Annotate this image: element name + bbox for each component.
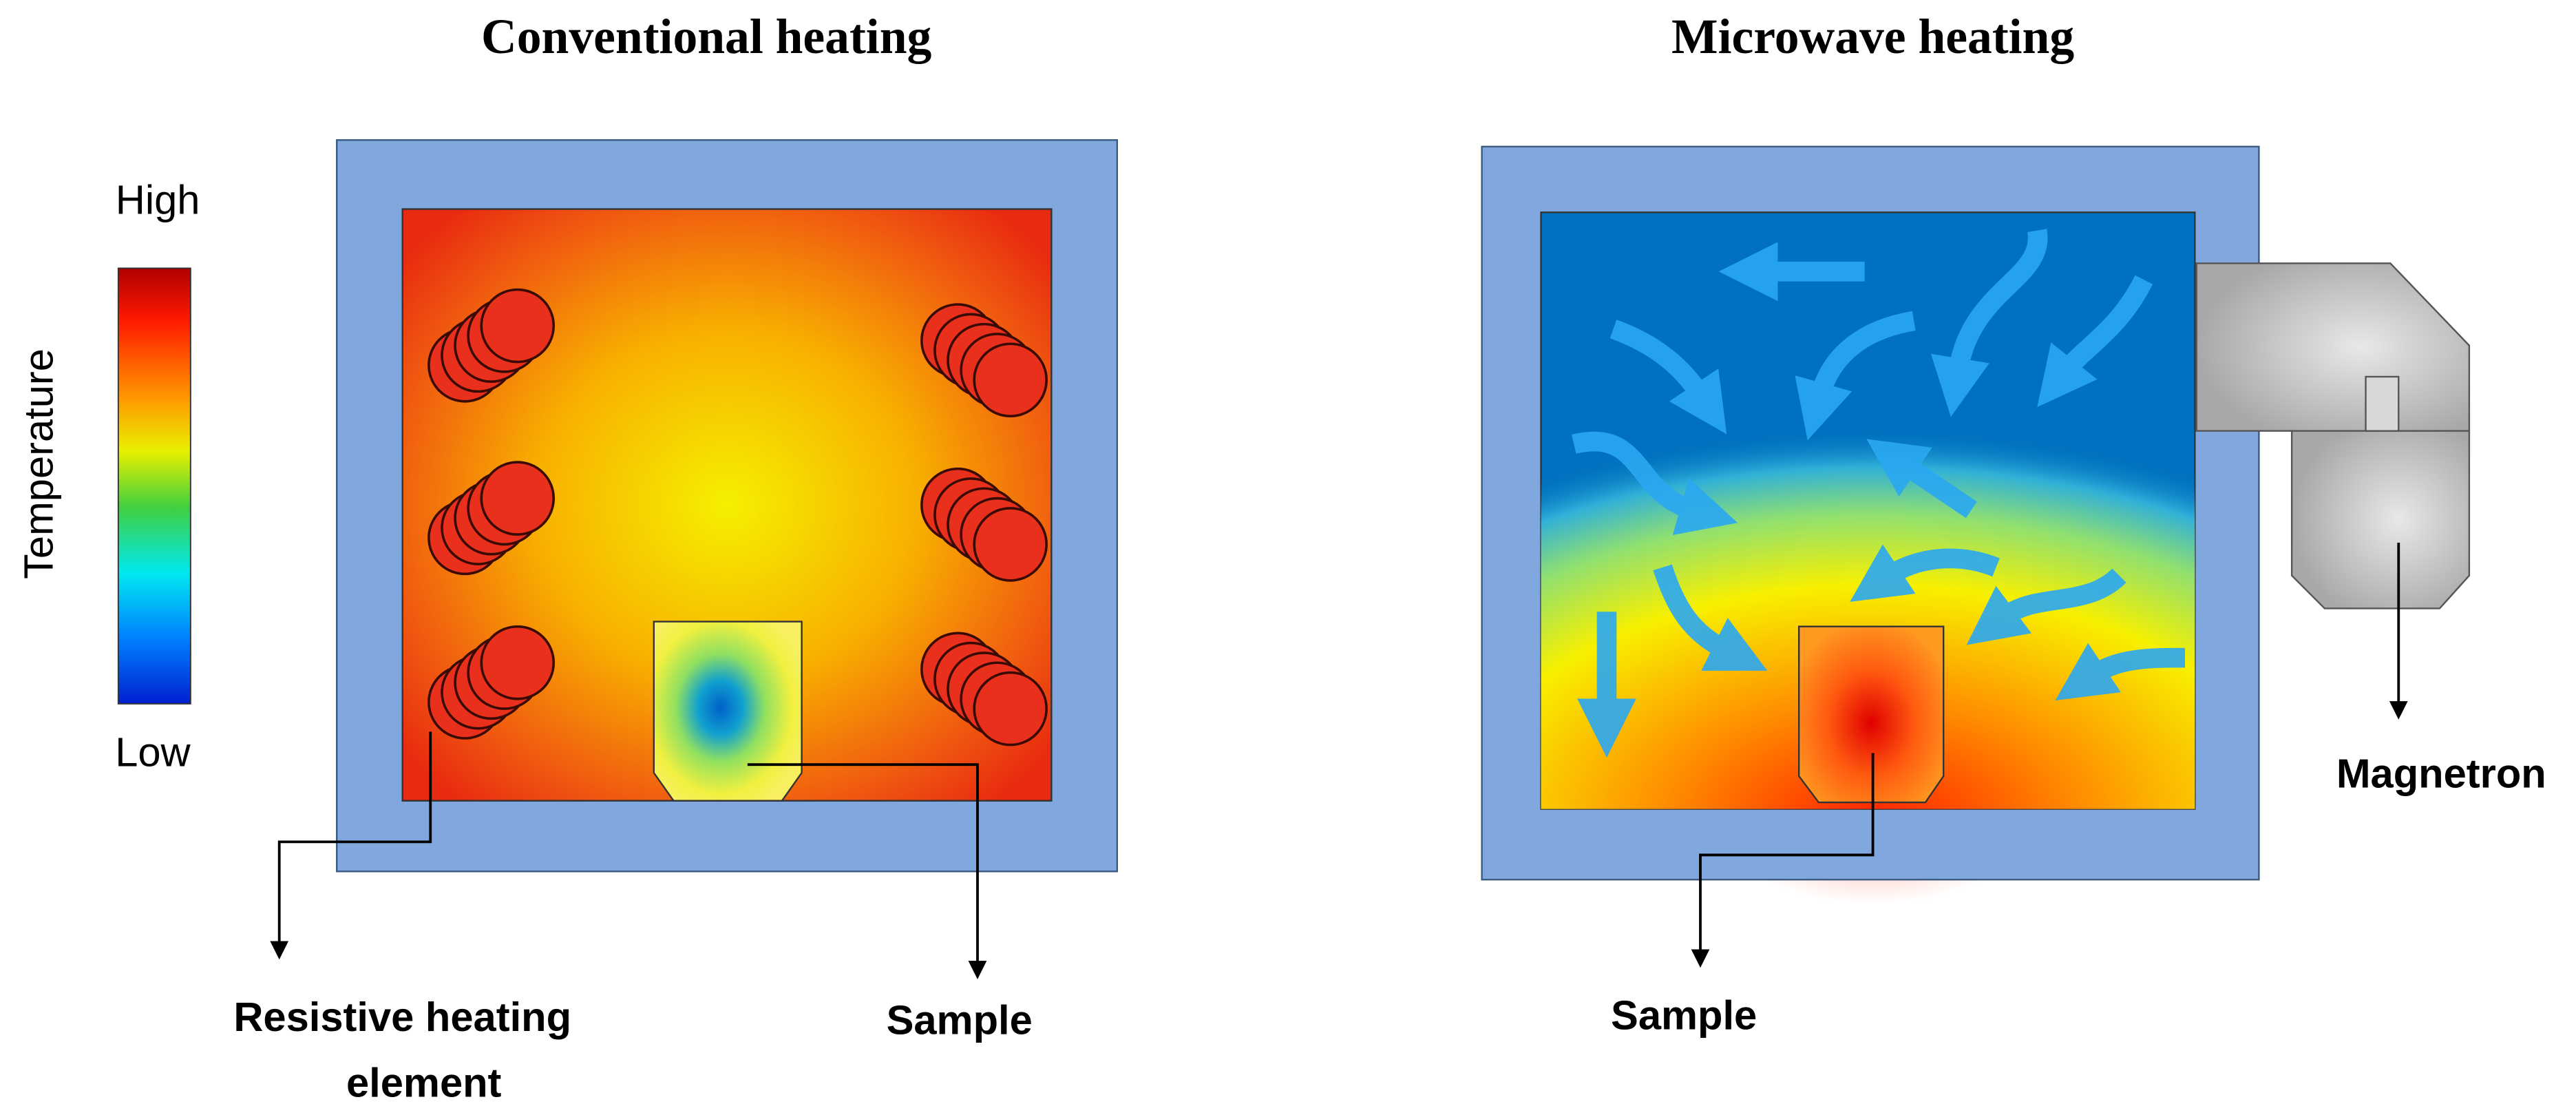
title: Conventional heating: [481, 10, 931, 64]
label: Sample: [887, 997, 1033, 1043]
magnetron: [2290, 430, 2471, 609]
sample: [653, 621, 803, 802]
legend-title: Temperature: [15, 348, 61, 579]
legend-low: Low: [115, 729, 191, 775]
microwave-arrows: [1571, 229, 2186, 758]
sample: [1798, 625, 1945, 804]
waveguide: [2365, 375, 2400, 432]
label: Magnetron: [2336, 751, 2546, 797]
color-bar: [117, 267, 191, 705]
label: Resistive heating: [233, 994, 571, 1040]
heating-coils: [427, 288, 1048, 747]
label: element: [346, 1059, 502, 1105]
leader-line: [270, 731, 432, 960]
title: Microwave heating: [1671, 10, 2074, 64]
leader-line: [747, 763, 987, 979]
leader-line: [1691, 753, 1875, 968]
magnetron: [2195, 262, 2471, 432]
label: Sample: [1611, 992, 1757, 1038]
legend-high: High: [116, 177, 200, 223]
